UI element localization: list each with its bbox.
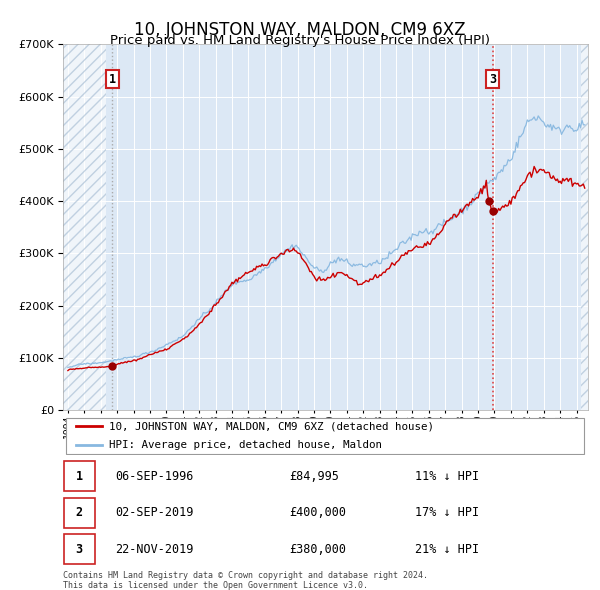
Text: 1: 1 — [109, 73, 116, 86]
Text: 1: 1 — [76, 470, 83, 483]
FancyBboxPatch shape — [64, 461, 95, 491]
Text: 10, JOHNSTON WAY, MALDON, CM9 6XZ (detached house): 10, JOHNSTON WAY, MALDON, CM9 6XZ (detac… — [109, 421, 434, 431]
FancyBboxPatch shape — [64, 498, 95, 527]
Text: 22-NOV-2019: 22-NOV-2019 — [115, 543, 194, 556]
Text: This data is licensed under the Open Government Licence v3.0.: This data is licensed under the Open Gov… — [63, 581, 368, 590]
Bar — [581, 44, 588, 410]
Text: 17% ↓ HPI: 17% ↓ HPI — [415, 506, 479, 519]
FancyBboxPatch shape — [64, 534, 95, 564]
Text: 10, JOHNSTON WAY, MALDON, CM9 6XZ: 10, JOHNSTON WAY, MALDON, CM9 6XZ — [134, 21, 466, 39]
Text: £400,000: £400,000 — [289, 506, 346, 519]
Text: 06-SEP-1996: 06-SEP-1996 — [115, 470, 194, 483]
Text: 11% ↓ HPI: 11% ↓ HPI — [415, 470, 479, 483]
Text: £84,995: £84,995 — [289, 470, 338, 483]
Text: £380,000: £380,000 — [289, 543, 346, 556]
FancyBboxPatch shape — [65, 418, 584, 454]
Bar — [63, 44, 106, 410]
Text: Price paid vs. HM Land Registry's House Price Index (HPI): Price paid vs. HM Land Registry's House … — [110, 34, 490, 47]
Text: 21% ↓ HPI: 21% ↓ HPI — [415, 543, 479, 556]
Text: HPI: Average price, detached house, Maldon: HPI: Average price, detached house, Mald… — [109, 440, 382, 450]
Text: 2: 2 — [76, 506, 83, 519]
Text: 02-SEP-2019: 02-SEP-2019 — [115, 506, 194, 519]
Text: 3: 3 — [76, 543, 83, 556]
Text: Contains HM Land Registry data © Crown copyright and database right 2024.: Contains HM Land Registry data © Crown c… — [63, 571, 428, 580]
Text: 3: 3 — [489, 73, 496, 86]
